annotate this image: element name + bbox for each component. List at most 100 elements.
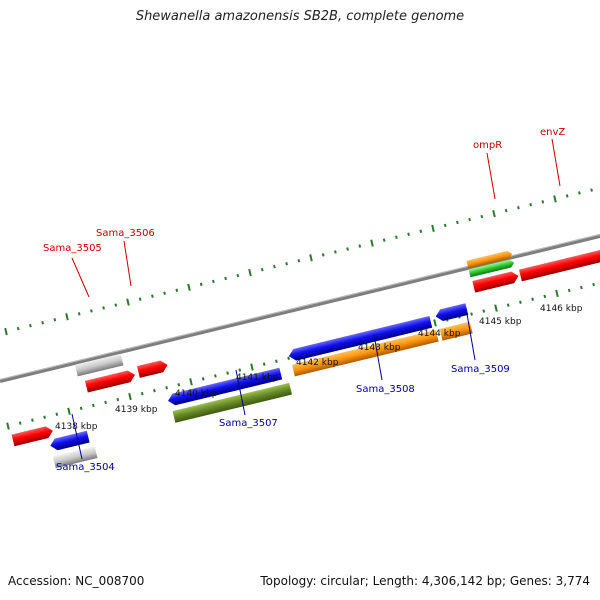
label-sama-3507[interactable]: Sama_3507 (219, 418, 278, 429)
major-tick (187, 283, 191, 291)
minor-tick (543, 294, 547, 299)
label-line-sama-3505 (71, 257, 90, 298)
gene-sama-3509-rna (439, 321, 473, 341)
minor-tick (236, 273, 240, 278)
minor-tick (419, 229, 423, 234)
minor-tick (212, 279, 215, 284)
label-envz[interactable]: envZ (540, 127, 565, 138)
minor-tick (321, 253, 325, 257)
major-tick (4, 327, 8, 336)
accession-text: Accession: NC_008700 (8, 574, 145, 588)
minor-tick (151, 294, 154, 298)
minor-tick (43, 415, 46, 419)
major-tick (431, 224, 435, 233)
minor-tick (590, 188, 593, 192)
minor-tick (580, 285, 583, 290)
minor-tick (53, 318, 57, 322)
minor-tick (79, 406, 83, 411)
minor-tick (470, 312, 473, 316)
minor-tick (199, 282, 203, 287)
major-tick (433, 319, 437, 327)
topology-text: Topology: circular; Length: 4,306,142 bp… (260, 574, 590, 588)
minor-tick (567, 288, 571, 293)
kbp-label-4140: 4140 kbp (175, 389, 218, 399)
major-tick (370, 239, 374, 247)
minor-tick (226, 371, 229, 375)
minor-tick (297, 259, 301, 263)
gene-sama-3505 (84, 370, 135, 393)
gene-sama-3507 (168, 367, 283, 406)
minor-tick (104, 400, 107, 405)
major-tick (189, 378, 193, 386)
minor-tick (175, 288, 179, 292)
minor-tick (285, 262, 288, 266)
reverse-strand-genes (50, 303, 473, 469)
label-line-sama-3509 (466, 313, 476, 361)
minor-tick (18, 421, 22, 425)
major-tick (250, 363, 254, 371)
minor-tick (16, 326, 20, 331)
minor-tick (260, 267, 264, 272)
minor-tick (541, 200, 545, 204)
kbp-label-4138: 4138 kbp (55, 422, 98, 432)
minor-tick (443, 223, 447, 228)
minor-tick (41, 320, 44, 325)
kbp-label-4141: 4141 kbp (236, 373, 279, 383)
major-tick (309, 254, 313, 262)
gene-envz (519, 246, 600, 282)
major-tick (553, 195, 557, 203)
minor-tick (224, 276, 227, 281)
minor-tick (592, 282, 595, 287)
label-ompr[interactable]: ompR (473, 140, 502, 151)
label-sama-3509[interactable]: Sama_3509 (451, 364, 510, 375)
major-tick (494, 304, 498, 312)
minor-tick (517, 206, 520, 210)
major-tick (492, 209, 496, 218)
label-line-sama-3508 (373, 334, 383, 381)
minor-tick (238, 368, 242, 372)
gene-sama-3507-rna (172, 382, 293, 423)
gene-forward-red-left (11, 426, 53, 447)
gene-sama-3506 (136, 360, 168, 378)
major-tick (6, 422, 10, 430)
minor-tick (578, 191, 581, 195)
label-sama-3505[interactable]: Sama_3505 (43, 243, 102, 254)
minor-tick (77, 312, 81, 316)
label-sama-3506[interactable]: Sama_3506 (96, 228, 155, 239)
minor-tick (201, 377, 205, 381)
minor-tick (177, 383, 181, 387)
label-line-sama-3507 (235, 369, 246, 416)
minor-tick (214, 374, 217, 378)
minor-tick (29, 323, 32, 328)
minor-tick (92, 403, 95, 408)
minor-tick (482, 309, 486, 313)
major-tick (248, 268, 252, 277)
label-sama-3504[interactable]: Sama_3504 (56, 462, 115, 473)
major-tick (67, 407, 71, 415)
kbp-label-4144: 4144 kbp (418, 329, 461, 339)
gene-sama-3508 (288, 316, 433, 361)
minor-tick (287, 356, 290, 360)
kbp-label-4145: 4145 kbp (479, 317, 522, 327)
minor-tick (262, 362, 266, 366)
minor-tick (506, 303, 510, 307)
minor-tick (31, 418, 34, 422)
major-tick (126, 298, 130, 306)
minor-tick (138, 297, 142, 301)
minor-tick (114, 303, 118, 307)
minor-tick (456, 220, 459, 225)
minor-tick (273, 264, 276, 269)
minor-tick (531, 297, 534, 301)
gene-ompr-middle (468, 259, 515, 278)
minor-tick (519, 300, 522, 304)
label-sama-3508[interactable]: Sama_3508 (356, 384, 415, 395)
minor-tick (334, 250, 337, 254)
minor-tick (116, 397, 120, 402)
minor-tick (153, 388, 156, 393)
reverse-gene-labels: Sama_3504 Sama_3507 Sama_3508 Sama_3509 (56, 313, 510, 473)
major-tick (65, 313, 69, 321)
minor-tick (163, 291, 166, 295)
minor-tick (529, 203, 532, 207)
forward-strand-genes (11, 246, 600, 447)
